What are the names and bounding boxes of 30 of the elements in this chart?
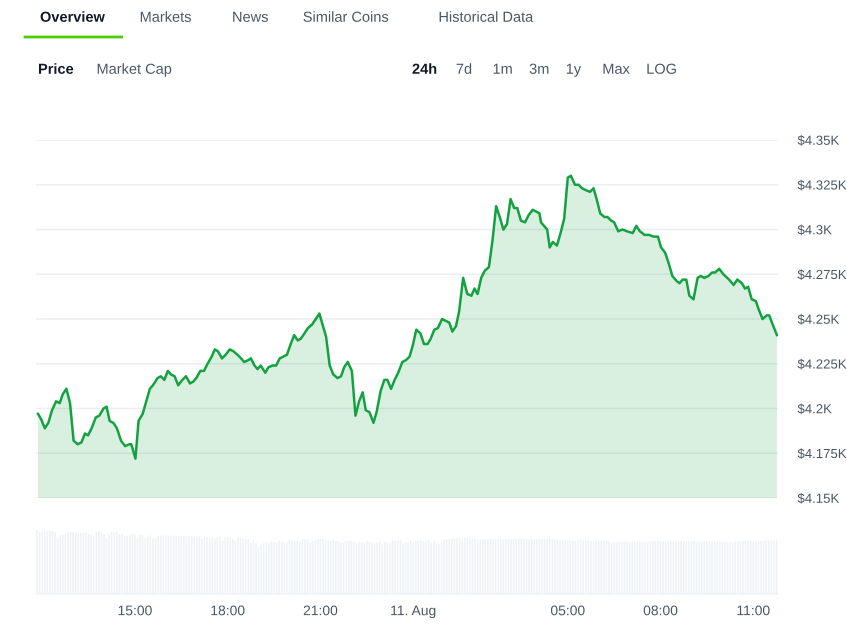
text: Historical Data	[440, 11, 534, 22]
text: Price	[38, 63, 74, 74]
text: 24h	[412, 63, 436, 74]
x-tick-label: 11. Aug	[391, 606, 436, 618]
y-tick-label: $4.25K	[798, 314, 840, 325]
y-tick-label: $4.225K	[798, 358, 846, 370]
text: 7d	[456, 63, 472, 74]
x-tick-label: 15:00	[118, 605, 152, 616]
x-tick-label: 18:00	[211, 605, 245, 616]
text: 1m	[494, 64, 512, 74]
y-tick-label: $4.3K	[798, 224, 832, 236]
x-tick-label: 08:00	[644, 605, 678, 616]
y-tick-label: $4.15K	[798, 493, 840, 504]
y-tick-label: $4.275K	[798, 269, 846, 280]
text: Max	[603, 64, 630, 74]
text: Market Cap	[98, 63, 172, 77]
text: News	[233, 12, 268, 22]
x-tick-label: 05:00	[550, 605, 585, 616]
text: 1y	[566, 64, 582, 77]
text: LOG	[647, 64, 676, 74]
text: Overview	[40, 11, 105, 22]
text: Similar Coins	[303, 11, 388, 22]
text: 3m	[530, 64, 548, 74]
y-tick-label: $4.2K	[798, 404, 832, 414]
x-tick-label: 11:00	[737, 605, 770, 616]
y-tick-label: $4.175K	[798, 448, 846, 459]
text: Markets	[140, 11, 191, 22]
y-tick-label: $4.325K	[798, 180, 846, 190]
x-tick-label: 21:00	[304, 605, 338, 616]
y-tick-label: $4.35K	[798, 135, 840, 146]
